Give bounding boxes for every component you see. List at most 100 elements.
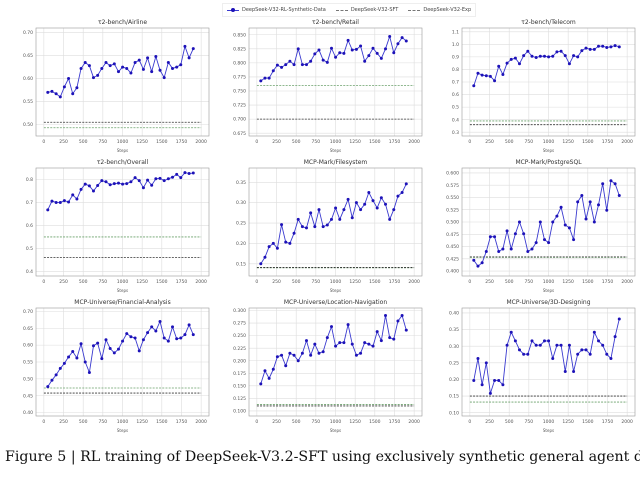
y-tick-label: 0.30	[236, 200, 246, 206]
data-point	[309, 353, 313, 357]
data-point	[363, 59, 367, 63]
subplot-3: τ2-bench/Telecom 0 250 500 750 1000 1250 1500 17…	[452, 19, 636, 153]
x-tick-label: 1750	[176, 139, 188, 145]
data-point	[480, 383, 484, 387]
data-point	[597, 339, 601, 343]
data-point	[296, 217, 300, 221]
data-point	[125, 66, 129, 70]
data-point	[141, 338, 145, 342]
y-tick-label: 0.50	[23, 376, 33, 382]
x-tick-label: 1750	[602, 279, 614, 285]
legend-swatch-sft	[335, 9, 348, 11]
y-tick-label: 0.60	[23, 76, 33, 82]
data-point	[617, 317, 621, 321]
legend-label-sft: DeepSeek-V32-SFT	[350, 7, 399, 13]
data-point	[183, 171, 187, 175]
data-point	[472, 378, 476, 382]
data-point	[342, 51, 346, 55]
data-point	[263, 255, 267, 259]
data-point	[530, 54, 534, 58]
data-point	[580, 49, 584, 53]
y-tick-label: 0.200	[233, 358, 246, 364]
x-tick-label: 1500	[369, 419, 381, 425]
x-tick-label: 750	[525, 139, 534, 145]
data-point	[592, 220, 596, 224]
data-point	[58, 366, 62, 370]
data-point	[534, 56, 538, 60]
data-point	[62, 361, 66, 365]
subplot-4: τ2-bench/Overall 0 250 500 750 1000 1250 1500 17…	[26, 159, 210, 293]
data-point	[359, 44, 363, 48]
data-point	[472, 84, 476, 88]
data-point	[559, 49, 563, 53]
data-point	[91, 344, 95, 348]
data-point	[359, 351, 363, 355]
data-point	[166, 339, 170, 343]
data-point	[517, 220, 521, 224]
data-point	[263, 369, 267, 373]
plot-frame	[35, 27, 210, 137]
data-point	[71, 193, 75, 197]
data-point	[526, 352, 530, 356]
data-point	[104, 60, 108, 64]
y-tick-label: 0.750	[233, 89, 246, 95]
data-point	[116, 70, 120, 74]
data-point	[187, 323, 191, 327]
data-point	[100, 66, 104, 70]
data-point	[501, 247, 505, 251]
data-point	[493, 235, 497, 239]
data-point	[384, 47, 388, 51]
data-point	[100, 357, 104, 361]
plot-frame	[461, 27, 636, 137]
data-point	[480, 73, 484, 77]
x-tick-label: 1000	[330, 419, 342, 425]
data-point	[609, 179, 613, 183]
x-tick-label: 1750	[389, 139, 401, 145]
data-point	[304, 226, 308, 230]
data-point	[108, 183, 112, 187]
data-point	[530, 339, 534, 343]
data-point	[325, 336, 329, 340]
data-point	[379, 339, 383, 343]
figure-caption: Figure 5 | RL training of DeepSeek-V3.2-…	[5, 449, 640, 465]
x-tick-label: 1750	[602, 419, 614, 425]
subplot-title: τ2-bench/Overall	[97, 159, 149, 166]
x-tick-label: 1000	[117, 419, 129, 425]
data-point	[158, 320, 162, 323]
y-tick-label: 0.450	[446, 244, 459, 250]
y-tick-label: 0.10	[449, 410, 459, 416]
data-point	[46, 208, 50, 212]
data-point	[605, 45, 609, 49]
data-point	[183, 333, 187, 337]
x-tick-label: 750	[312, 279, 321, 285]
data-point	[572, 54, 576, 58]
y-tick-label: 0.675	[233, 131, 246, 137]
data-point	[162, 76, 166, 80]
plot-frame	[461, 167, 636, 277]
data-point	[350, 48, 354, 52]
data-point	[388, 217, 392, 221]
data-point	[171, 66, 175, 70]
data-point	[166, 60, 170, 64]
plot-frame	[248, 307, 423, 417]
data-point	[304, 63, 308, 67]
x-axis-label: Steps	[543, 428, 554, 433]
data-point	[54, 373, 58, 377]
x-tick-label: 250	[272, 419, 281, 425]
data-point	[280, 65, 284, 69]
data-point	[488, 235, 492, 239]
y-tick-label: 0.40	[449, 311, 459, 317]
data-point	[404, 182, 408, 186]
x-tick-label: 500	[79, 279, 88, 285]
data-point	[334, 206, 338, 210]
data-point	[522, 232, 526, 236]
data-point	[292, 63, 296, 67]
y-tick-label: 0.55	[23, 99, 33, 105]
y-tick-label: 0.7	[26, 200, 33, 206]
y-tick-label: 0.8	[26, 177, 33, 183]
data-point	[584, 348, 588, 352]
data-point	[555, 50, 559, 54]
data-point	[597, 203, 601, 207]
data-point	[280, 353, 284, 357]
data-point	[288, 241, 292, 245]
